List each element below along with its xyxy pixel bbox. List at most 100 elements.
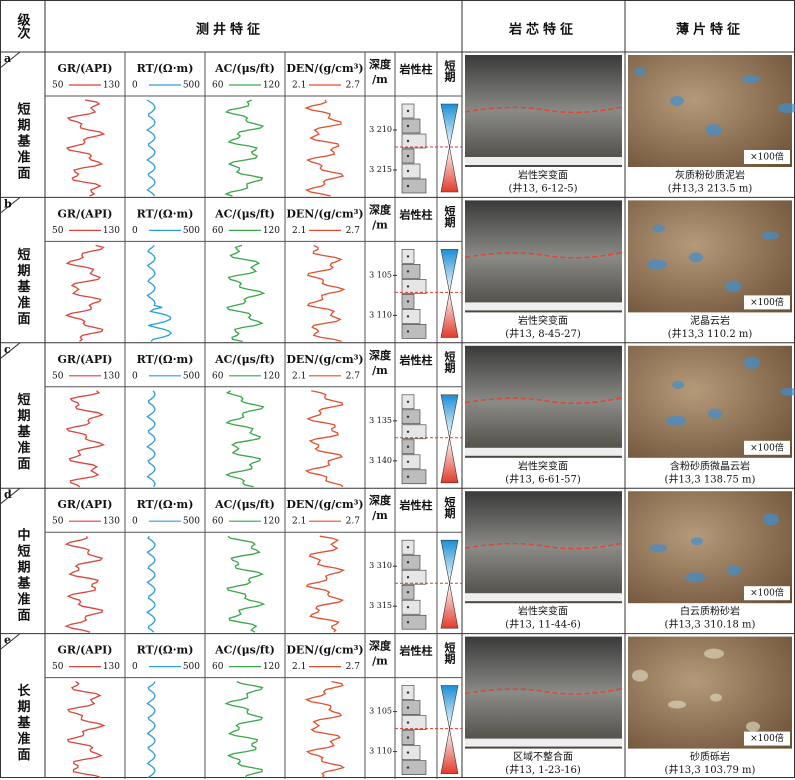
log-curve — [64, 244, 105, 342]
core-caption: 岩性突变面 — [518, 605, 568, 618]
depth-header: 深度 — [369, 639, 392, 653]
letter-slash — [0, 51, 21, 69]
core-caption: 区域不整合面 — [513, 750, 573, 763]
magnification: ×100倍 — [750, 151, 784, 163]
log-max: 500 — [183, 517, 200, 527]
thin-grain — [746, 721, 760, 732]
log-min: 60 — [212, 81, 224, 91]
thin-grain — [780, 387, 795, 396]
litho-bed — [401, 715, 427, 730]
log-name: DEN/(g/cm³) — [286, 207, 363, 220]
log-curve — [146, 681, 156, 779]
row-letter: e — [4, 634, 11, 647]
log-name: DEN/(g/cm³) — [286, 353, 363, 366]
log-curve — [226, 535, 266, 633]
log-name: RT/(Ω·m) — [137, 353, 194, 366]
core-scale — [465, 447, 622, 456]
thin-grain — [691, 537, 703, 546]
litho-bed — [401, 745, 421, 760]
litho-dot — [406, 430, 410, 433]
rise-triangle — [440, 728, 459, 774]
thin-grain — [649, 544, 667, 553]
log-curve — [304, 99, 345, 197]
depth-tick-label: 3 215 — [369, 165, 392, 174]
log-max: 500 — [183, 662, 200, 672]
litho-dot — [406, 184, 410, 188]
litho-dot — [406, 330, 410, 333]
thin-rock: 白云质粉砂岩 — [680, 605, 740, 618]
thin-sample: (井13,3 110.2 m) — [668, 327, 753, 340]
log-curve — [146, 535, 156, 633]
log-max: 2.7 — [346, 371, 361, 381]
litho-bed — [401, 469, 427, 485]
thin-sample: (井13,3 103.79 m) — [665, 763, 756, 776]
log-curve — [66, 681, 106, 779]
row-letter: c — [4, 343, 11, 356]
core-scale — [465, 738, 622, 747]
depth-header: 深度 — [369, 348, 392, 362]
log-name: AC/(μs/ft) — [214, 62, 275, 75]
level-label: 长期基准面 — [15, 683, 32, 764]
litho-dot — [406, 445, 410, 448]
log-max: 500 — [183, 226, 200, 236]
log-name: DEN/(g/cm³) — [286, 62, 363, 75]
log-curve — [146, 244, 172, 342]
log-name: DEN/(g/cm³) — [286, 644, 363, 657]
mag-box — [744, 150, 790, 164]
thin-photo — [628, 55, 792, 167]
core-photo — [465, 636, 622, 749]
log-curve — [304, 680, 346, 779]
log-curve — [65, 390, 106, 488]
level-label: 短期基准面 — [15, 101, 32, 182]
row-letter: d — [4, 488, 12, 501]
log-name: AC/(μs/ft) — [214, 207, 275, 220]
row-letter: b — [4, 197, 12, 210]
depth-header-unit: /m — [372, 655, 388, 668]
litho-dot — [406, 300, 410, 303]
log-name: RT/(Ω·m) — [137, 62, 194, 75]
mag-box — [744, 440, 790, 455]
log-name: DEN/(g/cm³) — [286, 498, 363, 511]
litho-header: 岩性柱 — [399, 644, 433, 658]
depth-header: 深度 — [369, 202, 392, 216]
litho-bed — [401, 454, 421, 470]
litho-dot — [406, 751, 410, 754]
log-curve — [64, 536, 104, 633]
log-max: 2.7 — [346, 517, 361, 527]
log-min: 50 — [52, 226, 64, 236]
log-curve — [65, 99, 106, 197]
core-photo — [465, 491, 622, 604]
row-letter: a — [4, 52, 11, 65]
core-header: 岩芯特征 — [508, 22, 577, 38]
log-name: GR/(API) — [58, 62, 113, 75]
log-name: GR/(API) — [58, 353, 113, 366]
litho-dot — [406, 721, 410, 724]
core-sample: (井13, 6-61-57) — [505, 472, 581, 485]
log-curve — [305, 535, 346, 633]
log-curve — [226, 244, 266, 343]
thin-grain — [708, 408, 722, 419]
log-max: 130 — [103, 662, 120, 672]
depth-header-unit: /m — [372, 509, 388, 522]
litho-dot — [406, 606, 410, 609]
litho-bed — [401, 324, 427, 339]
mag-box — [744, 295, 790, 310]
log-min: 0 — [132, 662, 138, 672]
letter-slash — [0, 197, 21, 214]
litho-bed — [401, 614, 427, 630]
letter-slash — [0, 633, 21, 650]
log-curve — [145, 99, 156, 197]
log-curve — [224, 680, 264, 778]
core-photo — [465, 55, 622, 167]
core-boundary — [464, 251, 623, 259]
core-photo — [465, 200, 622, 313]
depth-header-unit: /m — [372, 364, 388, 377]
log-min: 2.1 — [292, 662, 306, 672]
litho-dot — [406, 285, 410, 288]
litho-dot — [406, 691, 410, 694]
core-boundary — [464, 687, 623, 695]
fall-triangle — [440, 249, 459, 293]
log-name: RT/(Ω·m) — [137, 207, 194, 220]
fall-triangle — [440, 685, 459, 729]
litho-bed — [401, 133, 427, 149]
